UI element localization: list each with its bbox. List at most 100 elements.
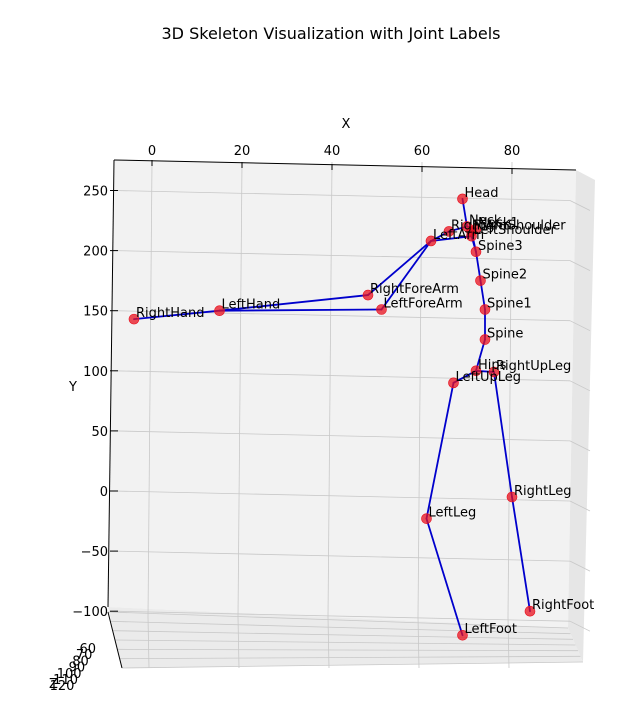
z-grid-line xyxy=(107,611,569,629)
joint-point xyxy=(470,246,482,258)
joint-point xyxy=(524,605,536,617)
z-axis-label: Z xyxy=(49,677,58,692)
y-tick-label: 50 xyxy=(91,425,108,440)
x-floor-grid-line xyxy=(507,616,510,669)
z-grid-line xyxy=(114,639,576,646)
side-pane xyxy=(568,170,595,662)
bone-line xyxy=(218,294,369,312)
x-floor-grid-line xyxy=(417,616,420,669)
joint-label: Neck xyxy=(469,214,502,229)
joint-label: LeftArm xyxy=(433,228,484,243)
bone-line xyxy=(380,240,432,311)
joint-label: RightFoot xyxy=(532,598,594,613)
joint-label: Spine2 xyxy=(483,268,528,283)
y-side-grid-line xyxy=(569,320,591,332)
y-tick-label: 100 xyxy=(83,365,108,380)
joint-labels: Head NeckNeck1RightArmRightShoulderLeftSh… xyxy=(136,186,594,637)
joint-point xyxy=(448,377,459,389)
joint-point xyxy=(376,304,387,315)
bone-line xyxy=(218,308,383,312)
z-axis-line xyxy=(107,611,123,669)
x-axis-label: X xyxy=(342,117,351,132)
y-tick-label: 0 xyxy=(100,485,108,500)
y-tick-label: −100 xyxy=(72,605,108,620)
bone-line xyxy=(425,517,464,637)
x-tick-label: 40 xyxy=(324,144,341,159)
floor-pane xyxy=(108,607,583,668)
bone-line xyxy=(475,338,486,372)
joint-label: LeftHand xyxy=(222,298,281,313)
joint-label: LeftUpLeg xyxy=(456,370,522,385)
joint-label: LeftShoulder xyxy=(474,223,557,238)
x-grid-line xyxy=(417,161,423,618)
joint-label: LeftLeg xyxy=(429,506,477,521)
y-grid-line xyxy=(113,370,571,382)
joint-label: Spine xyxy=(487,327,523,342)
y-tick-label: 250 xyxy=(83,185,108,200)
joint-points xyxy=(128,193,536,641)
x-grid-line xyxy=(147,161,153,618)
y-grid-line xyxy=(113,310,571,322)
y-axis-line xyxy=(107,159,115,608)
joint-label: LeftForeArm xyxy=(384,296,463,311)
x-floor-grid-line xyxy=(147,616,150,669)
y-side-grid-line xyxy=(569,560,591,572)
joint-point xyxy=(479,334,491,345)
joint-label: RightArm xyxy=(451,218,512,233)
joint-label: Spine3 xyxy=(478,239,523,254)
back-pane xyxy=(108,160,576,628)
joint-point xyxy=(362,289,374,301)
y-tick-label: 150 xyxy=(83,305,108,320)
x-tick-label: 60 xyxy=(414,144,431,159)
tick-labels: 0 20 40 60 80250200150100500−50−100607080901… xyxy=(50,144,521,694)
z-tick-label: 110 xyxy=(53,673,78,688)
y-side-grid-line xyxy=(569,620,591,632)
z-tick-label: 120 xyxy=(50,679,75,694)
joint-point xyxy=(425,235,437,247)
y-grid-line xyxy=(113,490,571,502)
y-grid-line xyxy=(113,250,571,261)
joint-point xyxy=(466,230,477,242)
joint-label: Spine1 xyxy=(487,296,532,311)
y-grid-line xyxy=(113,550,571,562)
y-side-grid-line xyxy=(569,500,591,512)
joint-point xyxy=(479,304,491,315)
joint-point xyxy=(475,275,486,286)
x-axis-line xyxy=(113,159,577,171)
x-grid-line xyxy=(327,161,333,618)
z-tick-label: 100 xyxy=(57,667,82,682)
bone-line xyxy=(367,240,432,296)
joint-label: RightUpLeg xyxy=(496,359,571,374)
bone-line xyxy=(493,371,513,498)
joint-label: RightLeg xyxy=(514,484,572,499)
joint-label: Hips xyxy=(478,358,507,373)
grid-lines xyxy=(107,161,591,669)
y-grid-line xyxy=(113,190,571,201)
axis-lines xyxy=(107,159,577,669)
joint-point xyxy=(443,226,455,237)
joint-point xyxy=(470,365,482,377)
y-side-grid-line xyxy=(569,200,591,211)
z-grid-line xyxy=(121,661,584,669)
joint-point xyxy=(457,193,468,205)
bone-line xyxy=(133,309,221,321)
z-tick-label: 80 xyxy=(72,654,89,669)
y-tick-label: −50 xyxy=(81,545,108,560)
z-tick-label: 60 xyxy=(79,642,96,657)
y-side-grid-line xyxy=(569,260,591,271)
bone-line xyxy=(425,381,455,520)
z-grid-line xyxy=(112,630,574,640)
y-grid-line xyxy=(113,610,571,622)
joint-point xyxy=(488,366,500,378)
bone-line xyxy=(430,235,473,242)
z-grid-line xyxy=(110,620,571,635)
x-grid-line xyxy=(507,161,513,618)
z-tick-label: 70 xyxy=(76,648,93,663)
x-tick-label: 80 xyxy=(504,144,521,159)
y-axis-label: Y xyxy=(68,380,77,395)
joint-label: Head xyxy=(465,186,499,201)
y-tick-label: 200 xyxy=(83,245,108,260)
x-grid-line xyxy=(237,161,243,618)
joint-point xyxy=(457,629,468,641)
